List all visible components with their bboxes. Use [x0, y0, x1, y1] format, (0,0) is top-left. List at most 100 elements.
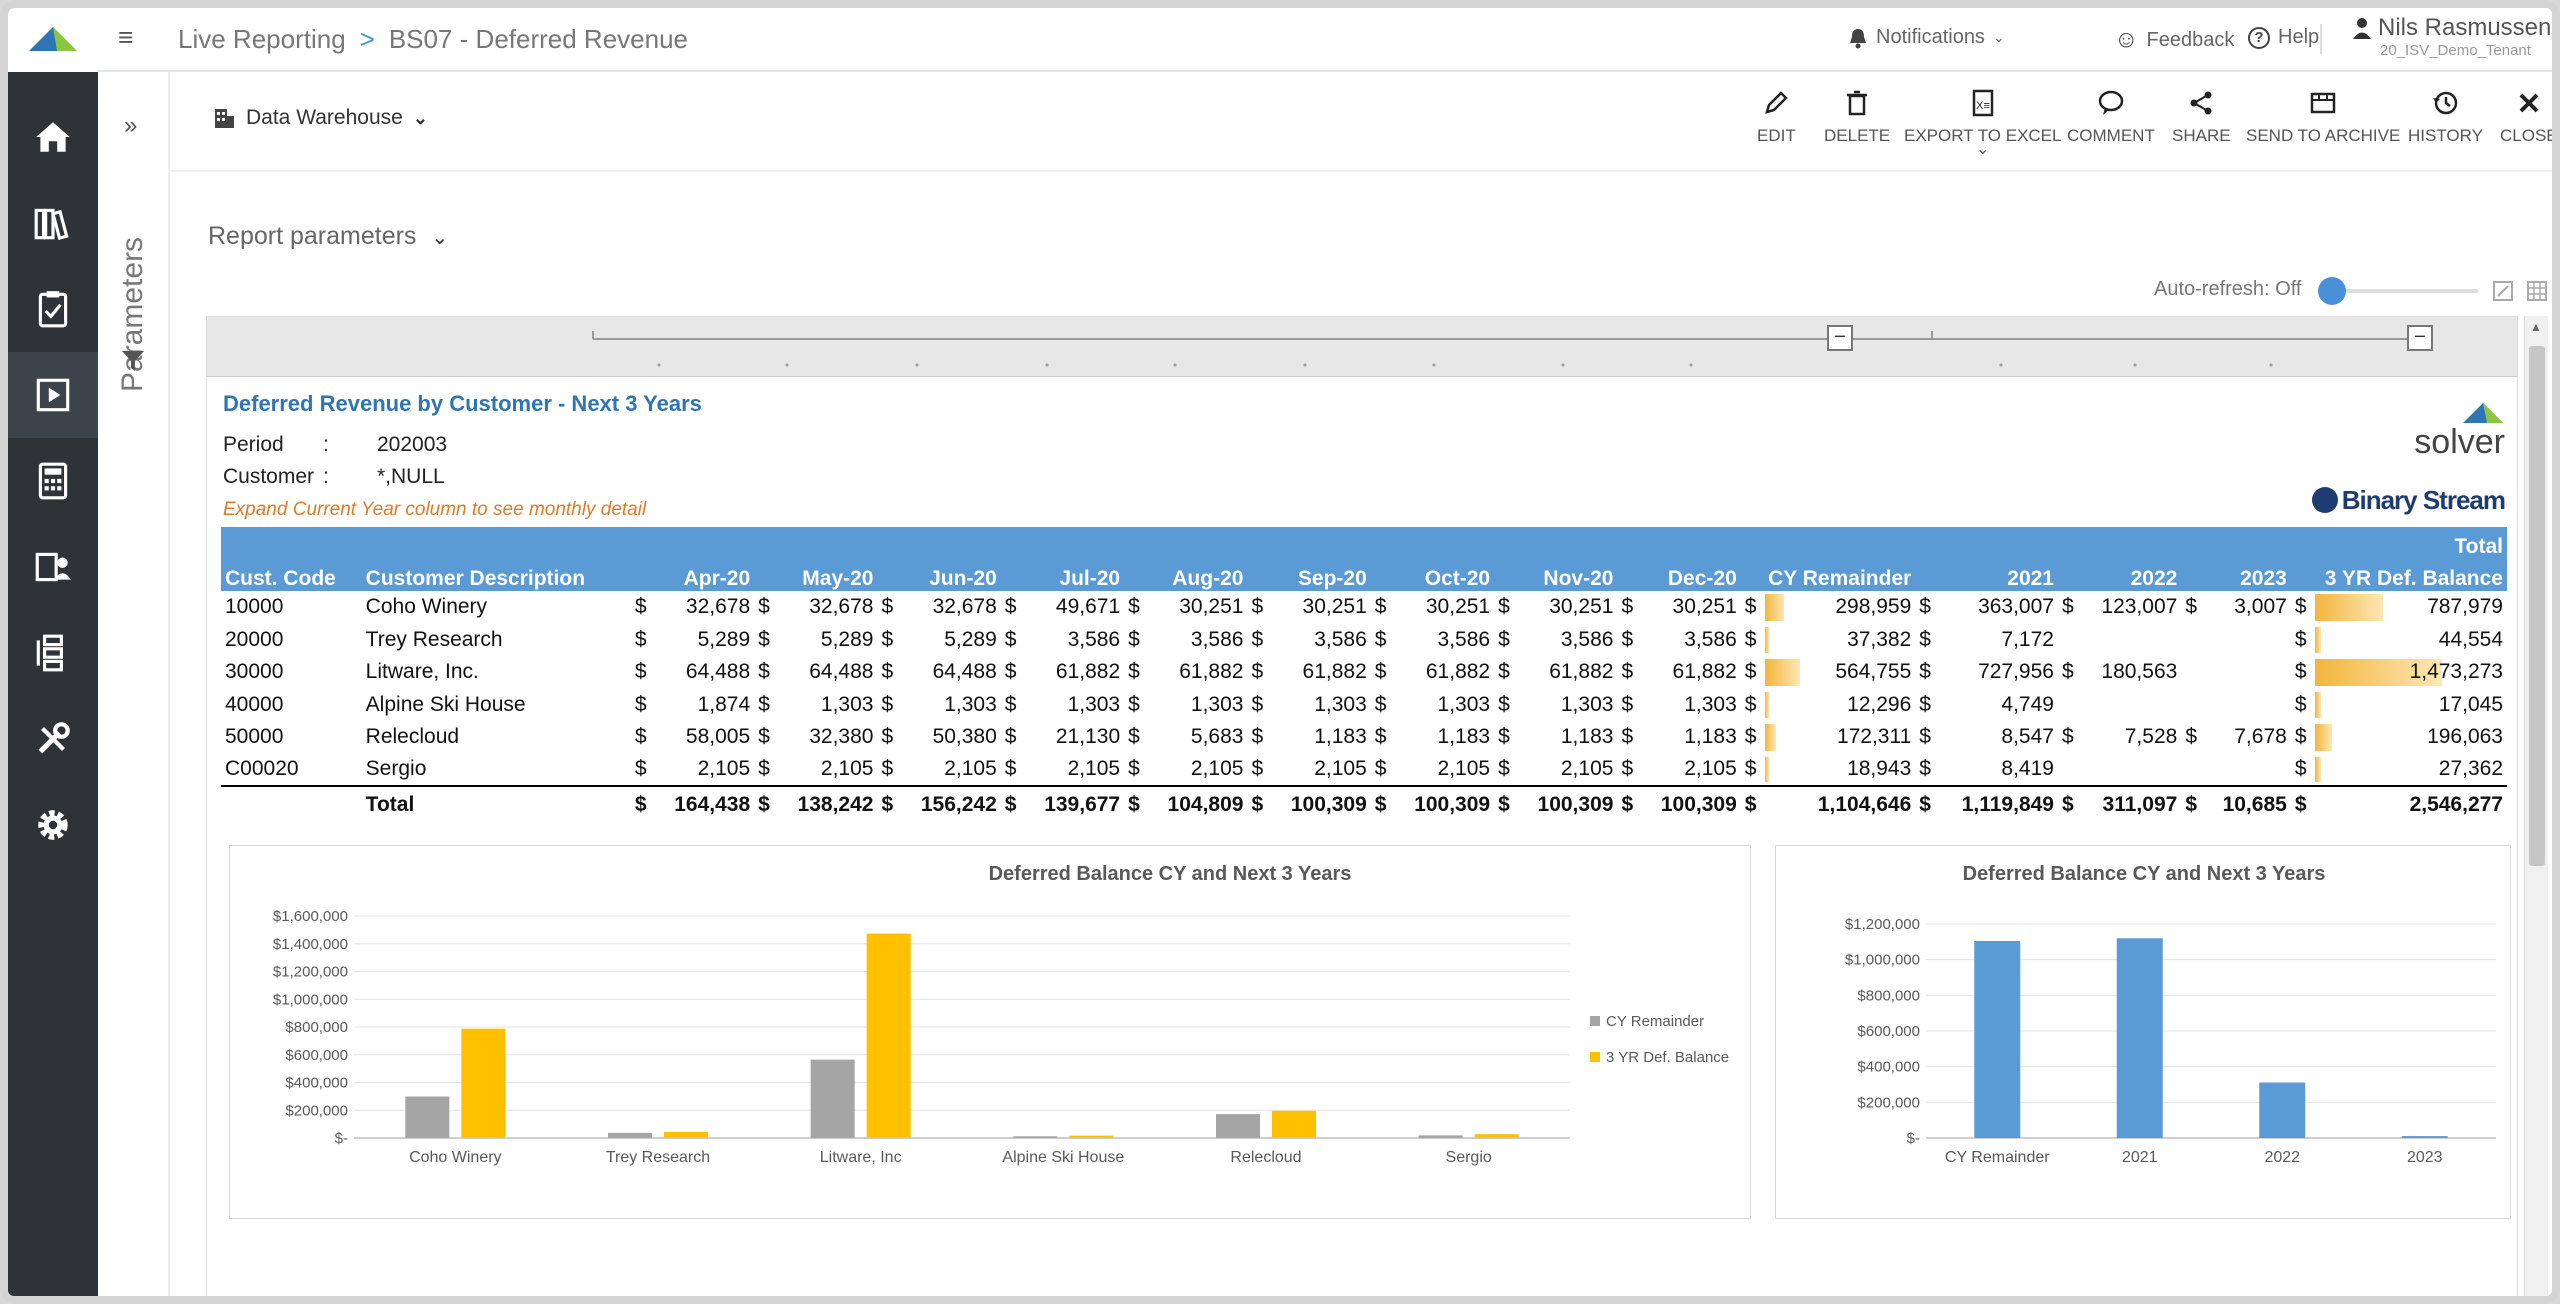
column-header: Cust. Code [221, 559, 362, 591]
nav-process[interactable] [8, 610, 98, 696]
currency-sign [2058, 754, 2082, 787]
month-value: 1,303 [820, 692, 874, 716]
app-logo[interactable] [8, 8, 98, 72]
nav-home[interactable] [8, 94, 98, 180]
currency-sign: $ [2290, 785, 2315, 822]
month-value: 3,586 [1190, 627, 1244, 651]
currency-sign: $ [881, 627, 894, 651]
feedback-button[interactable]: ☺ Feedback [2114, 26, 2234, 54]
scroll-up-icon[interactable]: ▲ [2530, 320, 2542, 334]
auto-refresh-slider[interactable] [2318, 276, 2478, 306]
outline-lines [592, 331, 2423, 367]
report-sheet: − − Deferred Revenue by Customer - Next … [206, 316, 2518, 1296]
nav-tools[interactable] [8, 696, 98, 782]
grid-icon[interactable] [2526, 280, 2548, 307]
bar-three-yr-balance [664, 1131, 708, 1138]
currency-sign: $ [1498, 660, 1510, 684]
close-button[interactable]: CLOSE [2500, 88, 2552, 146]
currency-sign: $ [1621, 595, 1634, 619]
month-value: 100,309 [1641, 785, 1741, 822]
data-bar [1764, 724, 1776, 751]
month-value: 3,586 [1684, 627, 1737, 651]
currency-sign: $ [634, 627, 647, 651]
cy-remainder-value-text: 12,296 [1847, 692, 1912, 716]
month-value: 2,105 [1437, 757, 1491, 781]
currency-sign: $ [1744, 757, 1757, 781]
edit-button[interactable]: EDIT [1757, 88, 1796, 146]
report-parameters-toggle[interactable]: Report parameters ⌄ [208, 222, 448, 251]
binary-stream-logo-icon [2311, 487, 2338, 513]
notifications-button[interactable]: Notifications ⌄ [1848, 26, 2005, 49]
column-header: 2023 [2181, 559, 2291, 591]
currency-sign: $ [1004, 757, 1017, 781]
month-value: 104,809 [1148, 785, 1248, 822]
export-to-excel-button[interactable]: X≡ EXPORT TO EXCEL ⌄ [1904, 88, 2061, 158]
currency-sign: $ [1621, 757, 1634, 781]
filter-icon[interactable] [120, 348, 146, 379]
chart-title: Deferred Balance CY and Next 3 Years [1963, 863, 2326, 885]
send-to-archive-button[interactable]: SEND TO ARCHIVE [2246, 88, 2400, 146]
tenant-name: 20_ISV_Demo_Tenant [2380, 42, 2531, 59]
nav-tasks[interactable] [8, 266, 98, 352]
table-row: 40000 Alpine Ski House $1,874 $1,303 $1,303 $… [221, 689, 2507, 722]
cy-remainder-value: 172,311 [1764, 721, 1916, 754]
year-2023-value [2205, 689, 2291, 722]
scroll-thumb[interactable] [2529, 346, 2545, 866]
crumb-live-reporting[interactable]: Live Reporting [178, 24, 346, 54]
month-value: 30,251 [1425, 595, 1491, 619]
hamburger-icon[interactable]: ≡ [118, 22, 134, 52]
month-value: 1,303 [1190, 692, 1244, 716]
table-row: 20000 Trey Research $5,289 $5,289 $5,289 $3,5… [221, 624, 2507, 657]
x-tick-label: 2022 [2264, 1149, 2300, 1166]
nav-reports[interactable] [8, 352, 98, 438]
month-value: 1,874 [697, 692, 751, 716]
tools-icon [38, 722, 70, 754]
collapse-group-button[interactable]: − [1827, 325, 1853, 351]
currency-sign: $ [1621, 660, 1634, 684]
expand-parameters-icon[interactable]: » [124, 112, 138, 139]
three-yr-total-value-text: 1,473,273 [2409, 660, 2503, 684]
nav-settings[interactable] [8, 782, 98, 868]
cy-remainder-value-text: 172,311 [1836, 725, 1912, 749]
nav-users[interactable] [8, 524, 98, 610]
data-source-selector[interactable]: Data Warehouse ⌄ [212, 106, 428, 130]
history-button[interactable]: HISTORY [2408, 88, 2483, 146]
year-2023-value [2205, 656, 2291, 689]
currency-sign: $ [1128, 595, 1140, 619]
user-menu[interactable]: Nils Rasmussen 20_ISV_Demo_Tenant [2352, 14, 2551, 59]
data-bar [1764, 594, 1784, 621]
currency-sign: $ [1919, 627, 1931, 651]
legend-label: 3 YR Def. Balance [1606, 1049, 1729, 1066]
currency-sign: $ [1374, 660, 1387, 684]
vertical-scrollbar[interactable]: ▲ [2524, 316, 2548, 1296]
help-button[interactable]: ? Help [2248, 26, 2319, 49]
column-header: Nov-20 [1494, 559, 1618, 591]
nav-calculator[interactable] [8, 438, 98, 524]
header-total-top: Total [2314, 527, 2507, 559]
currency-sign: $ [2057, 785, 2082, 822]
currency-sign: $ [634, 692, 647, 716]
month-value: 30,251 [1549, 595, 1614, 619]
month-value: 3,586 [1067, 627, 1121, 651]
year-2021-value: 8,419 [2001, 757, 2054, 781]
month-value: 30,251 [1179, 595, 1244, 619]
currency-sign: $ [1498, 757, 1510, 781]
slider-knob[interactable] [2318, 277, 2346, 305]
collapse-group-button[interactable]: − [2407, 325, 2433, 351]
period-label: Period [223, 433, 284, 456]
currency-sign: $ [634, 595, 647, 619]
delete-button[interactable]: DELETE [1824, 88, 1890, 146]
nav-library[interactable] [8, 180, 98, 266]
currency-sign: $ [1740, 785, 1765, 822]
data-bar [1764, 626, 1770, 653]
currency-sign: $ [2185, 725, 2197, 749]
year-2022-value [2082, 689, 2181, 722]
building-icon [215, 109, 234, 128]
expand-icon[interactable] [2492, 280, 2514, 307]
cust-desc: Total [361, 785, 631, 822]
comment-button[interactable]: COMMENT [2067, 88, 2155, 146]
report-title: Deferred Revenue by Customer - Next 3 Ye… [223, 391, 702, 416]
share-button[interactable]: SHARE [2172, 88, 2231, 146]
clipboard-icon [38, 291, 68, 328]
currency-sign: $ [1744, 725, 1757, 749]
